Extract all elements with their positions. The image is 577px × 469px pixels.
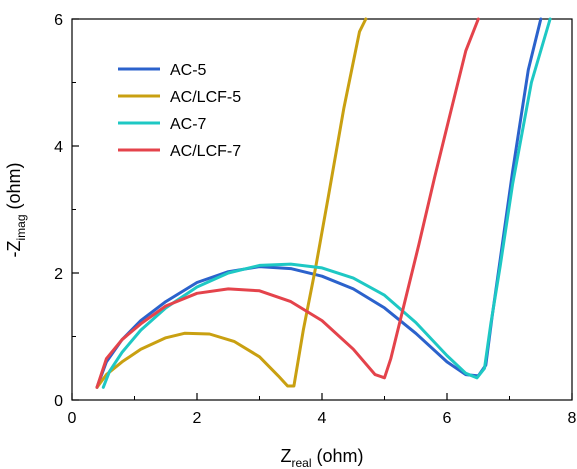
y-axis-label-unit: (ohm)	[4, 162, 24, 214]
x-tick-label: 0	[68, 410, 77, 427]
y-tick-label: 2	[54, 266, 63, 283]
x-axis-label-sub: real	[291, 456, 311, 469]
legend-label-2: AC-7	[170, 116, 207, 133]
series-line-1	[95, 17, 368, 389]
x-tick-label: 6	[443, 410, 452, 427]
x-tick-label: 8	[568, 410, 577, 427]
y-axis-ticks: 0 2 4 6	[54, 12, 79, 410]
x-axis-label-main: Z	[280, 446, 291, 466]
legend-label-0: AC-5	[170, 62, 207, 79]
y-axis-label: -Zimag (ohm)	[4, 162, 28, 257]
legend: AC-5 AC/LCF-5 AC-7 AC/LCF-7	[118, 62, 241, 160]
legend-label-1: AC/LCF-5	[170, 89, 241, 106]
series-line-0	[95, 17, 543, 389]
x-axis-ticks: 0 2 4 6 8	[68, 393, 577, 427]
legend-label-3: AC/LCF-7	[170, 143, 241, 160]
y-axis-label-sub: imag	[14, 215, 28, 241]
series-lines	[95, 17, 552, 389]
x-axis-label: Zreal (ohm)	[280, 446, 363, 469]
series-line-3	[95, 17, 480, 389]
y-tick-label: 6	[54, 12, 63, 29]
y-tick-label: 0	[54, 393, 63, 410]
y-axis-label-prefix: -Z	[4, 241, 24, 258]
x-axis-label-unit: (ohm)	[312, 446, 364, 466]
y-tick-label: 4	[54, 139, 63, 156]
plot-area-frame	[71, 18, 573, 401]
series-line-2	[101, 17, 552, 389]
x-tick-label: 2	[193, 410, 202, 427]
x-tick-label: 4	[318, 410, 327, 427]
